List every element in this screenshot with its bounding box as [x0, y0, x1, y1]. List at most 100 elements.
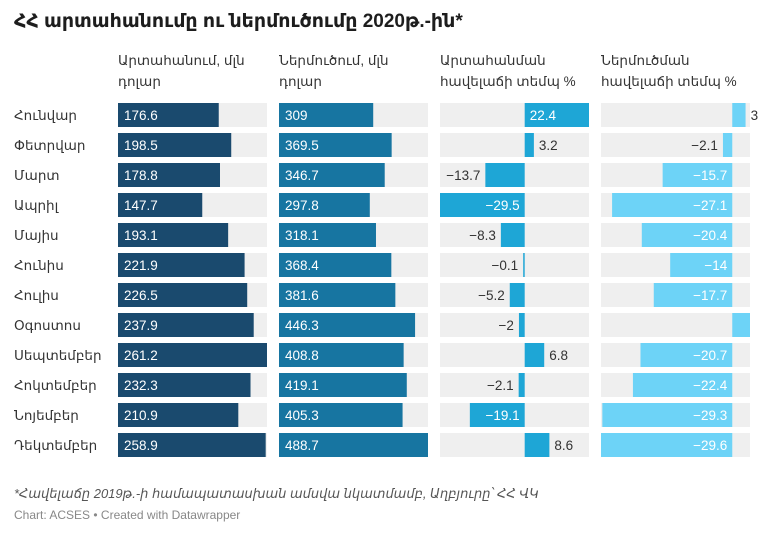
bar-track — [440, 433, 589, 457]
column-header-line: Ներմուծում, մլն — [279, 53, 389, 68]
bar — [118, 433, 266, 457]
column-header-import-growth: Ներմուծման հավելաճի տեմպ % — [601, 50, 737, 92]
column-header-export-growth: Արտահանման հավելաճի տեմպ % — [440, 50, 576, 92]
chart-notes: *Հավելաճը 2019թ.-ի համապատասխան ամսվա նկ… — [14, 486, 539, 501]
data-label: −14 — [704, 258, 727, 273]
data-label: 368.4 — [285, 258, 319, 273]
bar — [632, 373, 733, 397]
data-label: −15.7 — [693, 168, 727, 183]
bar — [118, 343, 267, 367]
data-label: 221.9 — [124, 258, 158, 273]
bar — [732, 103, 746, 127]
data-label: −2.1 — [691, 138, 718, 153]
data-label: 6.8 — [549, 348, 568, 363]
data-label: 176.6 — [124, 108, 158, 123]
category-label: Հուլիս — [14, 288, 59, 303]
data-label: 446.3 — [285, 318, 319, 333]
bar-track — [601, 313, 750, 337]
category-label: Օգոստոս — [14, 318, 81, 333]
bar — [485, 163, 525, 187]
data-label: 210.9 — [124, 408, 158, 423]
column-header-line: Ներմուծման — [601, 53, 690, 68]
data-label: −20.4 — [693, 228, 728, 243]
data-label: −13.7 — [446, 168, 480, 183]
bar — [524, 133, 534, 157]
bar — [653, 283, 733, 307]
bar — [279, 283, 396, 307]
bar — [602, 403, 733, 427]
data-label: 3.2 — [539, 138, 558, 153]
bar — [722, 133, 733, 157]
data-label: −17.7 — [693, 288, 727, 303]
bar — [641, 223, 733, 247]
bar — [279, 253, 392, 277]
chart-source: Chart: ACSES • Created with Datawrapper — [14, 508, 241, 522]
bar — [118, 283, 248, 307]
bar — [440, 193, 525, 217]
data-label: 198.5 — [124, 138, 158, 153]
data-label: −27.1 — [693, 198, 727, 213]
column-header-line: Արտահանում, մլն — [118, 53, 245, 68]
category-label: Հունիս — [14, 258, 64, 273]
bar-track — [440, 253, 589, 277]
data-label: −29.3 — [693, 408, 727, 423]
bar — [279, 163, 385, 187]
bar — [118, 193, 203, 217]
bar — [524, 433, 550, 457]
data-label: −5.2 — [478, 288, 505, 303]
category-label: Սեպտեմբեր — [14, 348, 102, 363]
data-label: −2 — [499, 318, 514, 333]
data-label: 488.7 — [285, 438, 319, 453]
category-label: Դեկտեմբեր — [14, 438, 97, 453]
bar — [523, 253, 525, 277]
data-label: 147.7 — [124, 198, 158, 213]
data-label: 408.8 — [285, 348, 319, 363]
data-label: 193.1 — [124, 228, 158, 243]
data-label: −2.1 — [487, 378, 514, 393]
bar — [279, 133, 392, 157]
category-label: Հունվար — [14, 108, 77, 123]
category-label: Նոյեմբեր — [14, 408, 79, 423]
column-header-line: դոլար — [279, 74, 322, 89]
column-header-import: Ներմուծում, մլն դոլար — [279, 50, 389, 92]
bar — [118, 163, 220, 187]
data-label: 3 — [751, 108, 759, 123]
data-label: 309 — [285, 108, 308, 123]
bar — [524, 103, 589, 127]
bar — [279, 193, 370, 217]
column-header-line: հավելաճի տեմպ % — [440, 74, 576, 89]
bar-track — [601, 103, 750, 127]
data-label: 419.1 — [285, 378, 319, 393]
data-label: 178.8 — [124, 168, 158, 183]
bar — [118, 313, 254, 337]
bar — [732, 313, 750, 337]
bar-track — [440, 313, 589, 337]
data-label: 258.9 — [124, 438, 158, 453]
data-label: 318.1 — [285, 228, 319, 243]
data-label: −29.5 — [486, 198, 520, 213]
data-label: 237.9 — [124, 318, 158, 333]
data-label: −22.4 — [693, 378, 728, 393]
data-label: 405.3 — [285, 408, 319, 423]
bar — [118, 103, 219, 127]
data-label: 381.6 — [285, 288, 319, 303]
category-label: Ապրիլ — [14, 198, 60, 213]
column-header-export: Արտահանում, մլն դոլար — [118, 50, 245, 92]
bar — [279, 433, 428, 457]
bar — [118, 133, 232, 157]
data-label: 8.6 — [554, 438, 573, 453]
data-label: 232.3 — [124, 378, 158, 393]
data-label: 22.4 — [530, 108, 557, 123]
data-label: −29.6 — [693, 438, 727, 453]
data-label: −8.3 — [469, 228, 496, 243]
data-label: 369.5 — [285, 138, 319, 153]
bar — [279, 343, 404, 367]
bar-track — [440, 343, 589, 367]
bar — [279, 373, 407, 397]
bar — [524, 343, 545, 367]
data-label: 226.5 — [124, 288, 158, 303]
column-header-line: դոլար — [118, 74, 161, 89]
data-label: 261.2 — [124, 348, 158, 363]
bar — [601, 433, 733, 457]
bar — [118, 253, 245, 277]
